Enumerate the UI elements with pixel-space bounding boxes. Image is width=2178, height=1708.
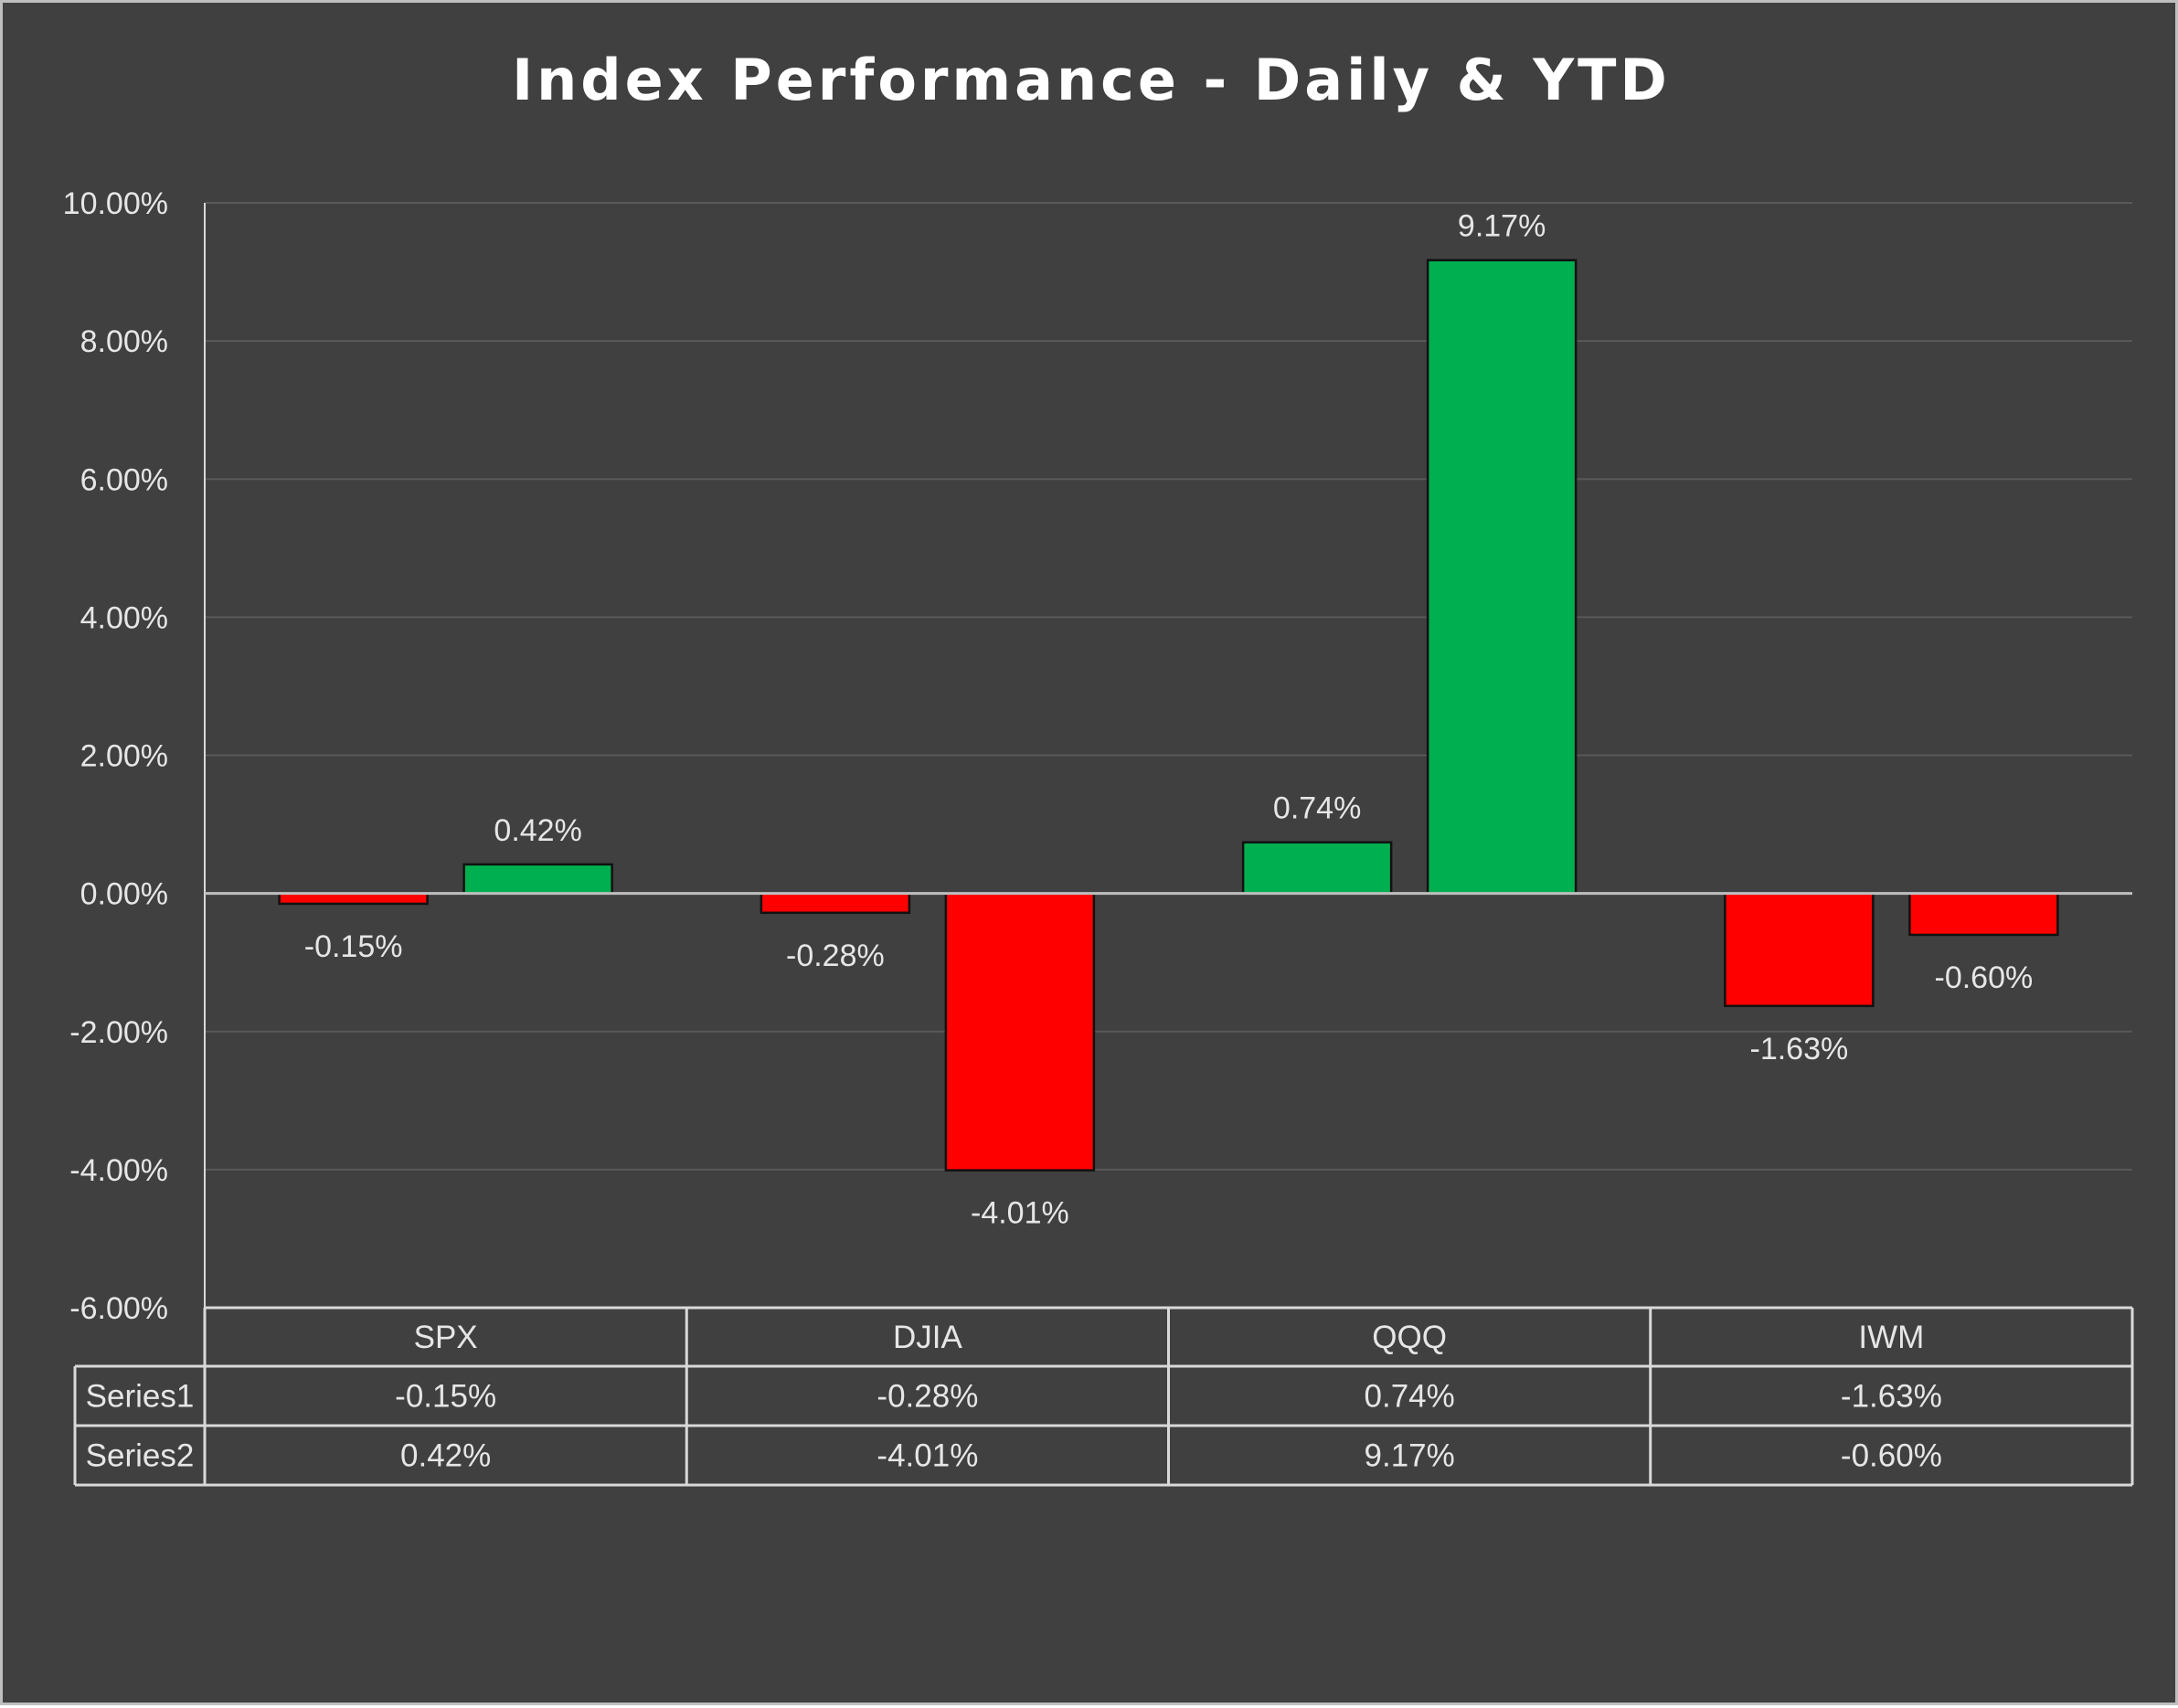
table-cell-value: 0.42% (400, 1438, 491, 1474)
data-label: -4.01% (971, 1196, 1069, 1231)
bar-series1-spx (278, 892, 429, 906)
y-axis-tick-labels: 10.00% 8.00% 6.00% 4.00% 2.00% 0.00% -2.00% -4.… (63, 186, 168, 1326)
y-tick-label: 2.00% (80, 739, 168, 774)
series-name: Series1 (86, 1379, 195, 1415)
category-label: SPX (414, 1320, 478, 1355)
bar-series2-qqq (1426, 259, 1578, 895)
table-cell-value: -0.60% (1841, 1438, 1942, 1474)
category-label: DJIA (893, 1320, 963, 1355)
bar-series2-iwm (1908, 892, 2059, 937)
category-label: QQQ (1372, 1320, 1447, 1355)
data-table: SPX DJIA QQQ IWM Series1 -0.15% -0.28% 0.74% -1.… (73, 1306, 2134, 1487)
table-cell-value: 0.74% (1365, 1379, 1455, 1415)
data-label: 0.42% (494, 813, 581, 848)
y-tick-label: 10.00% (63, 186, 168, 221)
data-label: 0.74% (1273, 791, 1361, 826)
data-label: -1.63% (1750, 1032, 1849, 1066)
data-label: -0.28% (786, 939, 885, 973)
data-label: 9.17% (1458, 209, 1546, 244)
y-tick-label: 4.00% (80, 600, 168, 635)
bar-series2-djia (944, 892, 1096, 1172)
data-label: -0.15% (304, 929, 403, 964)
y-tick-label: 6.00% (80, 462, 168, 497)
y-tick-label: -4.00% (69, 1153, 168, 1188)
series-name: Series2 (86, 1438, 195, 1474)
bar-series1-qqq (1241, 841, 1393, 895)
y-tick-label: 8.00% (80, 324, 168, 359)
chart-title: Index Performance - Daily & YTD (512, 47, 1671, 113)
bar-series2-spx (462, 863, 613, 895)
gridlines (205, 202, 2132, 1171)
bars (278, 259, 2059, 1172)
bar-series1-iwm (1724, 892, 1875, 1008)
bar-chart: Index Performance - Daily & YTD 10.00% 8.… (63, 47, 2134, 1487)
category-label: IWM (1858, 1320, 1924, 1355)
table-cell-value: -1.63% (1841, 1379, 1942, 1415)
data-label: -0.60% (1935, 960, 2034, 995)
y-tick-label: 0.00% (80, 877, 168, 912)
y-tick-label: -6.00% (69, 1291, 168, 1326)
table-cell-value: -4.01% (877, 1438, 978, 1474)
table-cell-value: -0.28% (877, 1379, 978, 1415)
bar-series1-djia (760, 892, 911, 915)
data-labels: -0.15% -0.28% 0.74% -1.63% 0.42% -4.01% 9.17% -… (304, 209, 2033, 1231)
table-cell-value: 9.17% (1365, 1438, 1455, 1474)
axes (204, 203, 2132, 1308)
table-cell-value: -0.15% (395, 1379, 496, 1415)
y-tick-label: -2.00% (69, 1015, 168, 1050)
